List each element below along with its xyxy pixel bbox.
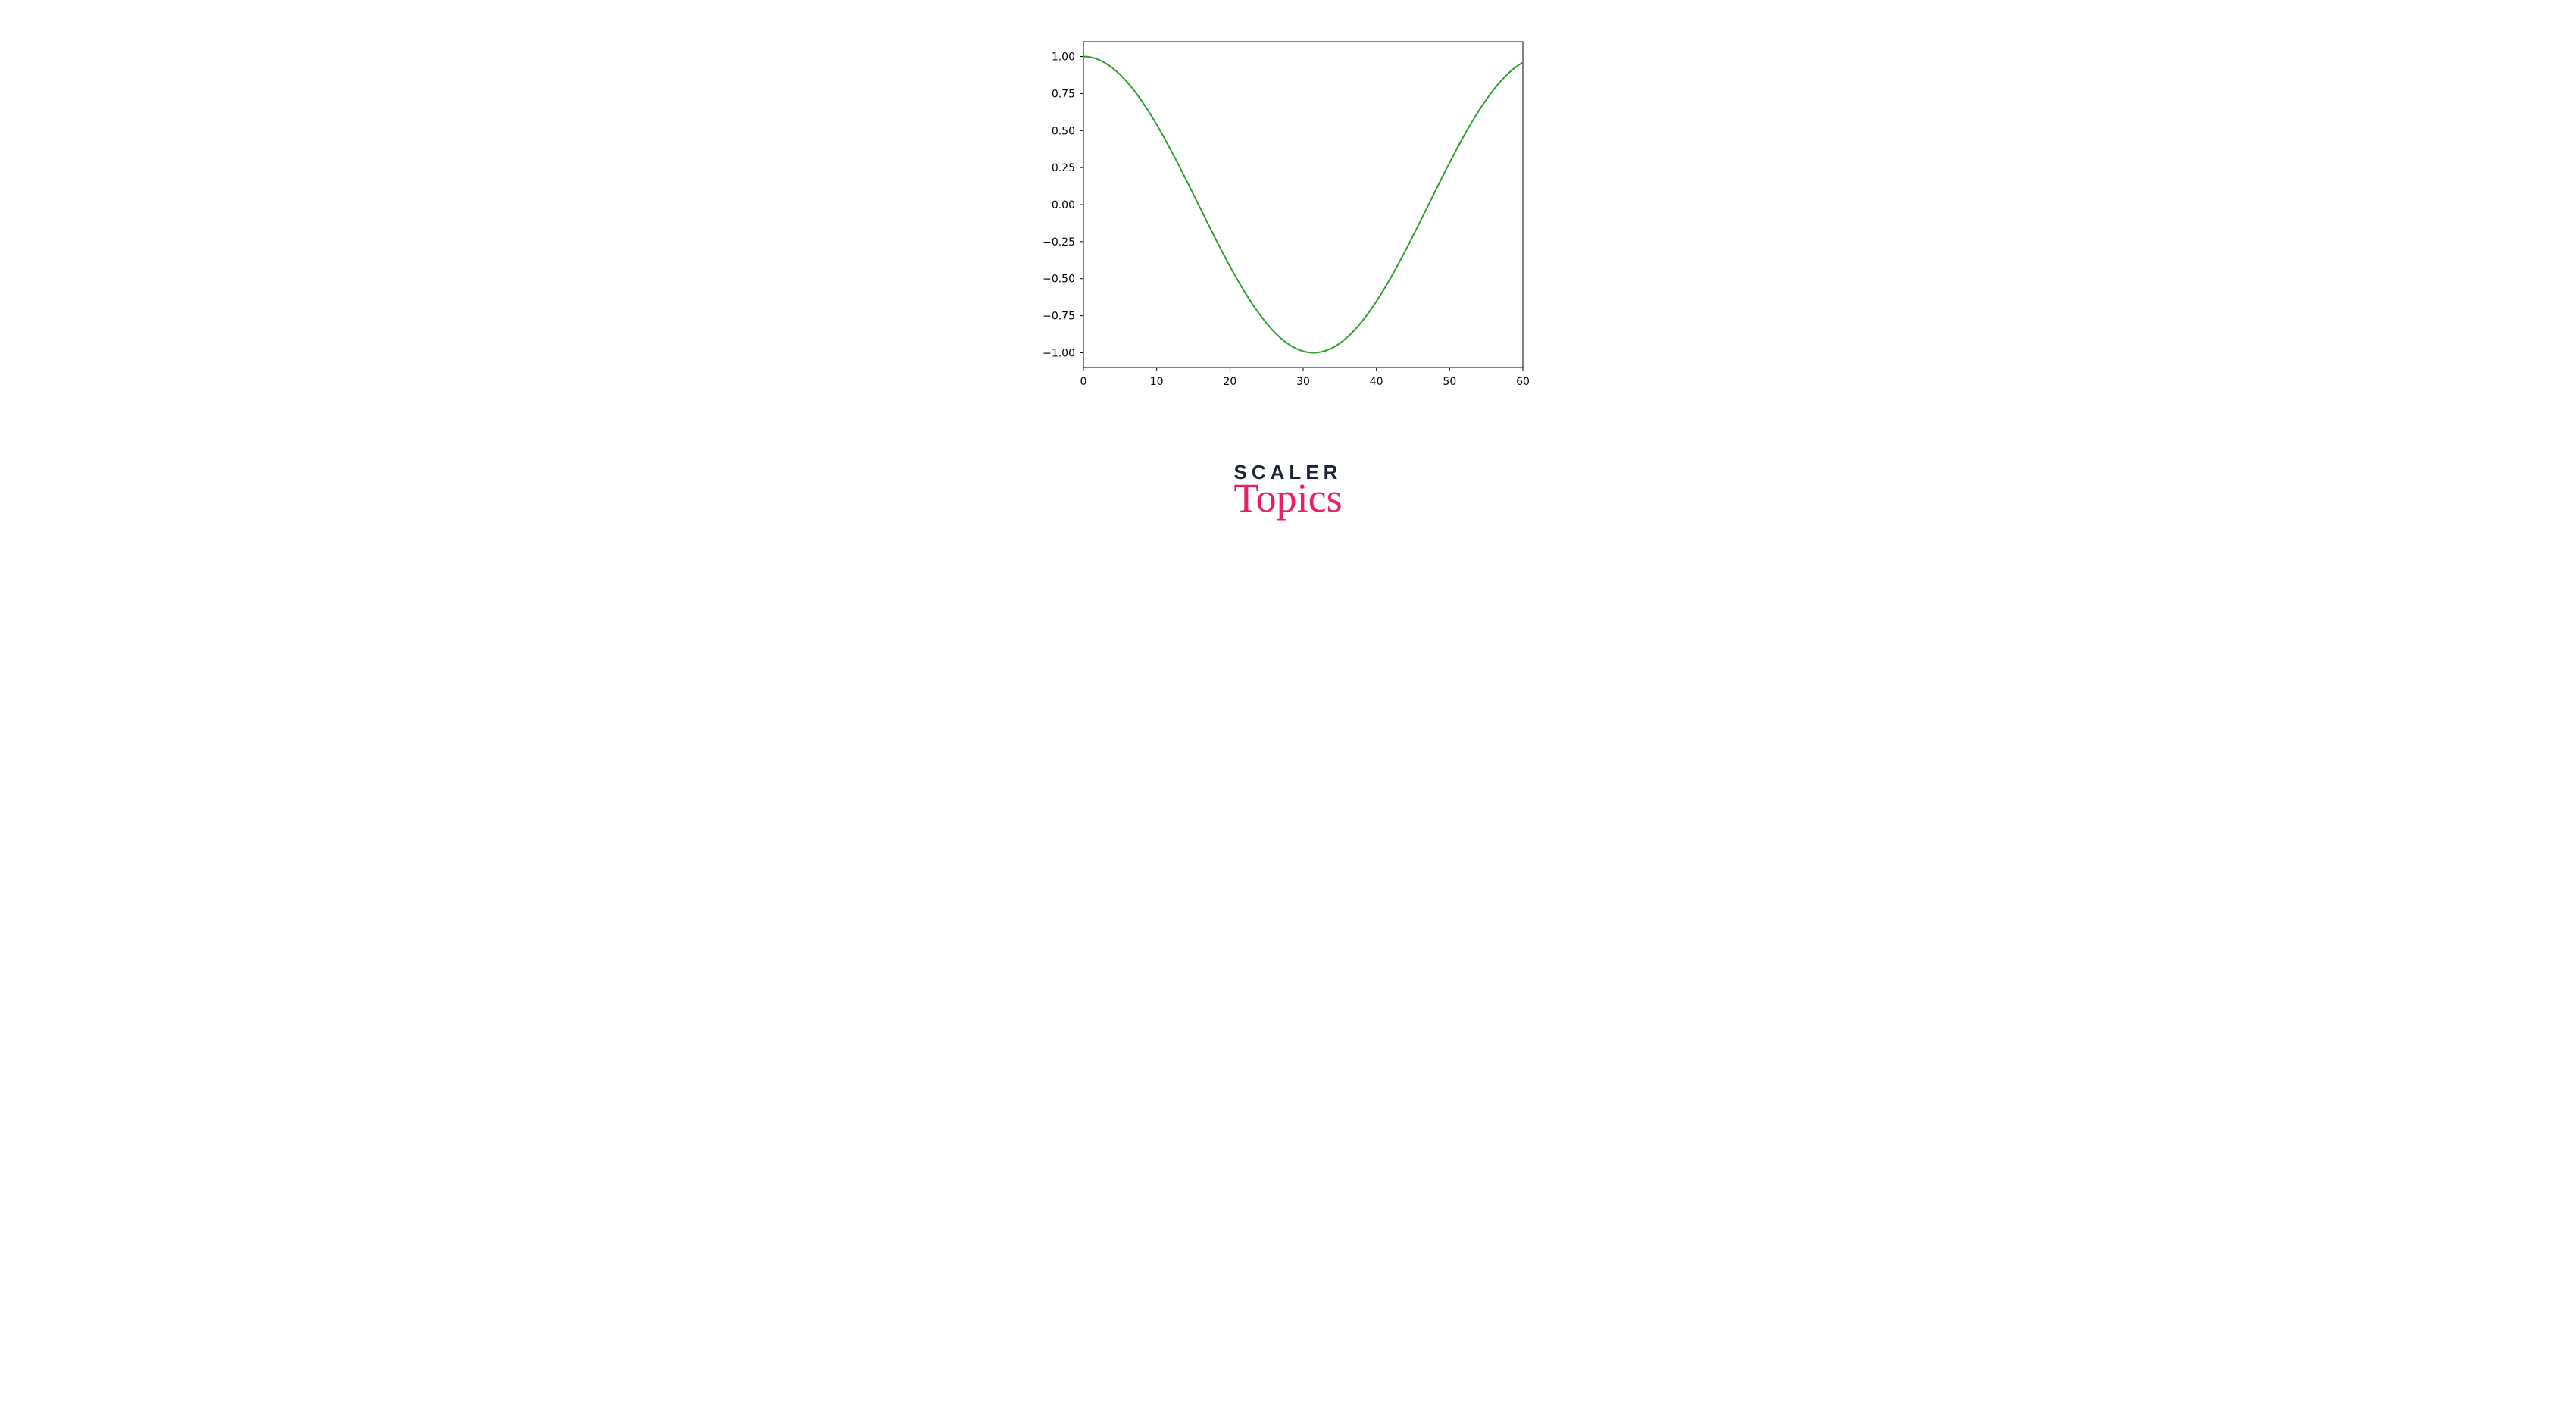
x-tick-label: 50 [1443, 376, 1456, 388]
y-tick-label: −0.25 [1043, 236, 1075, 249]
y-tick-label: −0.50 [1043, 274, 1075, 286]
x-tick-label: 20 [1223, 376, 1236, 388]
y-tick-label: 0.25 [1052, 162, 1075, 174]
x-tick-label: 60 [1516, 376, 1530, 388]
x-tick-label: 0 [1080, 376, 1087, 388]
brand-logo-line2: Topics [1233, 477, 1342, 518]
chart-container: 0 10 20 30 40 50 60 −1.00 −0.75 −0.50 −0.25 0.00 0.2… [1015, 30, 1561, 412]
line-chart: 0 10 20 30 40 50 60 −1.00 −0.75 −0.50 −0.25 0.00 0.2… [1015, 30, 1561, 409]
x-tick-label: 10 [1150, 376, 1164, 388]
brand-logo: SCALER Topics [1233, 462, 1342, 518]
x-tick-label: 30 [1296, 376, 1310, 388]
y-tick-label: −1.00 [1043, 347, 1075, 359]
page-root: 0 10 20 30 40 50 60 −1.00 −0.75 −0.50 −0.25 0.00 0.2… [720, 0, 1856, 606]
y-tick-label: 1.00 [1052, 52, 1075, 64]
y-tick-label: −0.75 [1043, 311, 1075, 323]
y-tick-label: 0.50 [1052, 125, 1075, 137]
x-tick-label: 40 [1370, 376, 1383, 388]
y-tick-label: 0.75 [1052, 88, 1075, 100]
y-tick-label: 0.00 [1052, 199, 1075, 211]
